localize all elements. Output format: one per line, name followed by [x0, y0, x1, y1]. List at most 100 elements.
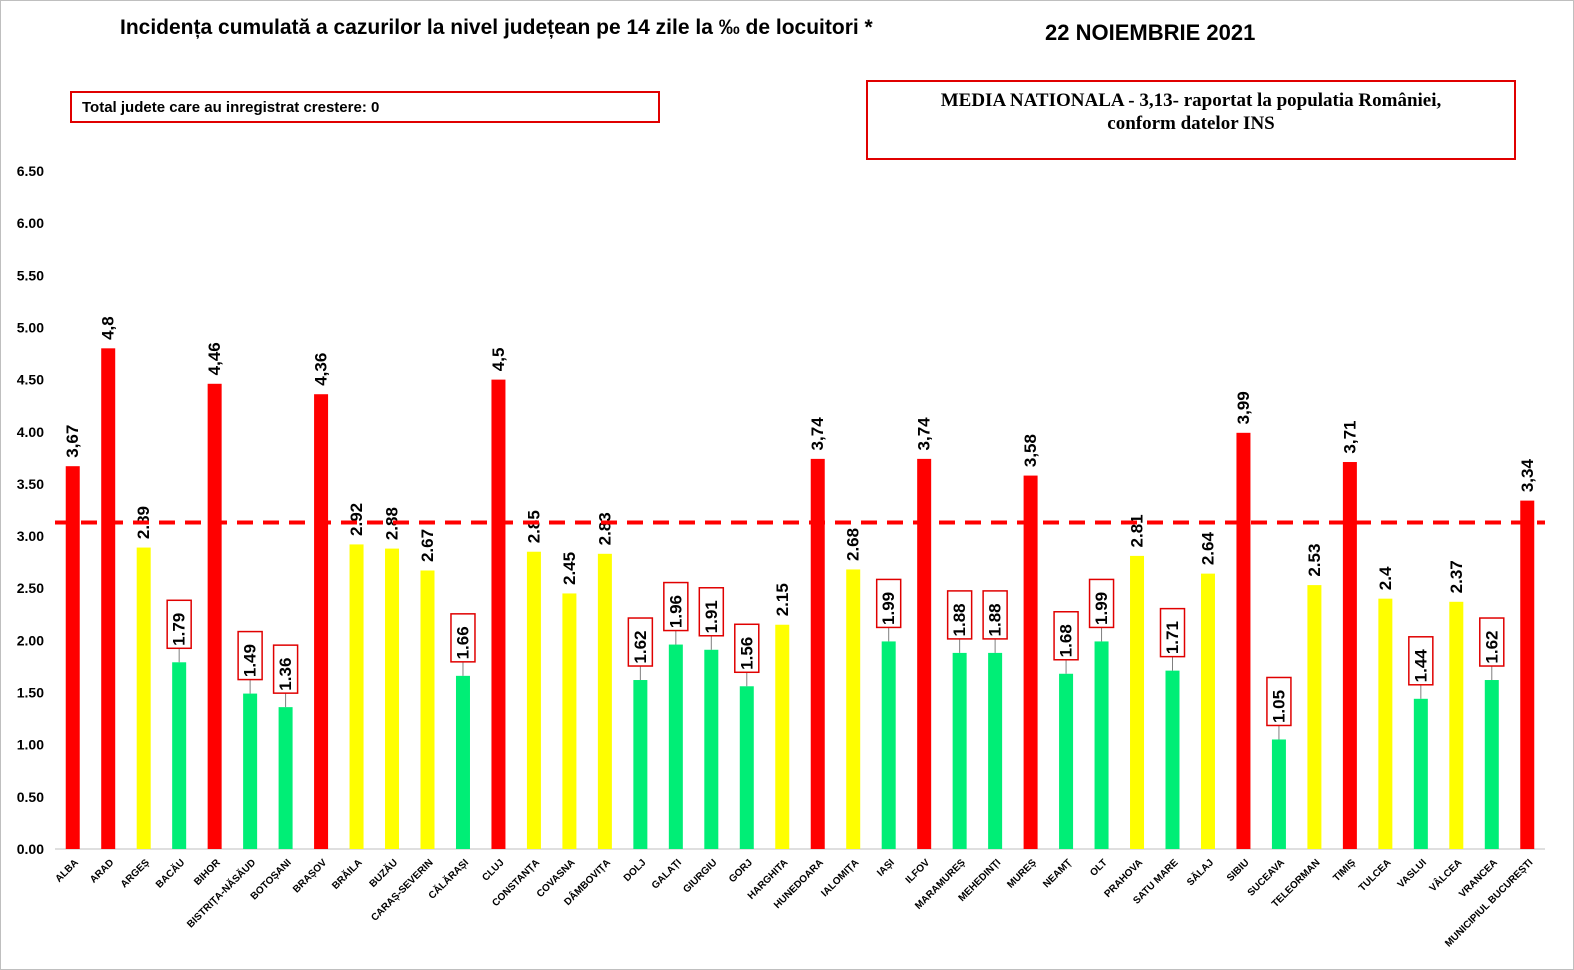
category-label: GALAȚI — [650, 857, 684, 891]
y-tick-label: 2.50 — [17, 580, 44, 596]
bar — [455, 675, 470, 849]
category-label: TIMIȘ — [1331, 857, 1358, 884]
value-label: 3,34 — [1518, 459, 1537, 493]
y-tick-label: 2.00 — [17, 632, 44, 648]
bar — [101, 348, 116, 849]
bar — [1271, 739, 1286, 849]
national-average-line1: MEDIA NATIONALA - 3,13- raportat la popu… — [940, 90, 1442, 111]
y-tick-label: 5.50 — [17, 267, 44, 283]
bar — [810, 458, 825, 849]
value-label: 2.83 — [595, 512, 614, 545]
bar — [1413, 698, 1428, 849]
value-label-box — [698, 587, 725, 637]
value-label-box — [1053, 611, 1079, 661]
value-label-box — [1088, 578, 1115, 629]
bar — [1094, 641, 1109, 849]
value-label: 1.44 — [1411, 649, 1430, 683]
category-label: SĂLAJ — [1184, 856, 1216, 888]
category-label: ARAD — [88, 857, 116, 885]
bar — [1236, 432, 1251, 849]
bar — [1023, 475, 1038, 849]
national-average-box: MEDIA NATIONALA - 3,13- raportat la popu… — [866, 80, 1516, 160]
value-label: 1.99 — [1092, 592, 1111, 625]
value-label: 1.91 — [702, 600, 721, 633]
value-label: 3,58 — [1021, 434, 1040, 467]
value-label: 1.62 — [1482, 630, 1501, 663]
category-label: BRAȘOV — [291, 857, 329, 895]
value-label-box — [663, 581, 689, 632]
bar — [1449, 601, 1464, 849]
category-label: GORJ — [727, 857, 755, 885]
value-label: 1.96 — [666, 595, 685, 628]
bar — [136, 547, 151, 849]
value-label-box — [450, 613, 476, 663]
category-label: ILFOV — [904, 857, 933, 886]
bar — [917, 458, 932, 849]
category-label: CLUJ — [480, 857, 506, 883]
bar — [1059, 673, 1074, 849]
value-label: 2.53 — [1305, 544, 1324, 577]
bar — [775, 624, 790, 849]
value-label: 1.36 — [276, 658, 295, 691]
y-tick-label: 4.00 — [17, 424, 44, 440]
bar — [633, 680, 648, 849]
bar — [207, 383, 222, 849]
bar — [1484, 680, 1499, 849]
y-tick-label: 5.00 — [17, 319, 44, 335]
value-label: 1.66 — [453, 626, 472, 659]
bar — [314, 394, 329, 849]
value-label: 2.45 — [560, 552, 579, 585]
value-label: 3,67 — [63, 425, 82, 458]
bar — [704, 649, 719, 849]
chart-date: 22 NOIEMBRIE 2021 — [1045, 20, 1256, 45]
bar — [668, 644, 683, 849]
value-label: 4,36 — [312, 353, 331, 386]
value-label-box — [166, 599, 192, 650]
y-tick-label: 3.00 — [17, 528, 44, 544]
value-label-box — [982, 590, 1008, 640]
category-label: VASLUI — [1396, 857, 1429, 890]
category-label: IAȘI — [875, 857, 897, 879]
value-label-box — [627, 617, 654, 667]
bar — [1307, 585, 1322, 849]
y-tick-label: 0.00 — [17, 841, 44, 857]
value-label: 2.92 — [347, 503, 366, 536]
value-label: 1.99 — [879, 592, 898, 625]
bar — [952, 652, 967, 849]
bar — [1378, 598, 1393, 849]
bar — [739, 686, 754, 849]
value-label: 1.62 — [631, 630, 650, 663]
category-label: VÂLCEA — [1426, 856, 1464, 894]
category-label: OLT — [1088, 857, 1109, 878]
value-label: 4,5 — [489, 348, 508, 372]
bar — [1130, 555, 1145, 849]
category-label: TULCEA — [1357, 857, 1393, 893]
value-label-box — [734, 623, 760, 674]
bar — [597, 553, 612, 849]
value-label-box — [1159, 607, 1186, 658]
category-label: CARAȘ-SEVERIN — [369, 857, 435, 923]
value-label: 1.68 — [1057, 624, 1076, 657]
category-label: ALBA — [53, 857, 80, 884]
value-label: 2.85 — [524, 510, 543, 543]
category-label: BISTRIȚA-NĂSĂUD — [184, 856, 258, 930]
bar — [278, 707, 293, 849]
category-label: GIURGIU — [681, 857, 719, 895]
value-label: 3,71 — [1340, 420, 1359, 453]
value-label-box — [237, 630, 263, 681]
bar — [846, 569, 861, 849]
bar — [349, 544, 364, 849]
value-label: 4,46 — [205, 342, 224, 375]
bar — [881, 641, 896, 849]
value-label-box — [1266, 676, 1292, 727]
category-label: IALOMIȚA — [819, 857, 861, 899]
value-label: 2.15 — [773, 583, 792, 616]
bar — [65, 466, 80, 849]
y-tick-label: 3.50 — [17, 476, 44, 492]
category-label: DOLJ — [622, 857, 649, 884]
value-label: 1.49 — [241, 644, 260, 677]
bar — [1165, 670, 1180, 849]
category-label: NEAMȚ — [1041, 857, 1074, 890]
value-label-box — [1479, 617, 1505, 667]
